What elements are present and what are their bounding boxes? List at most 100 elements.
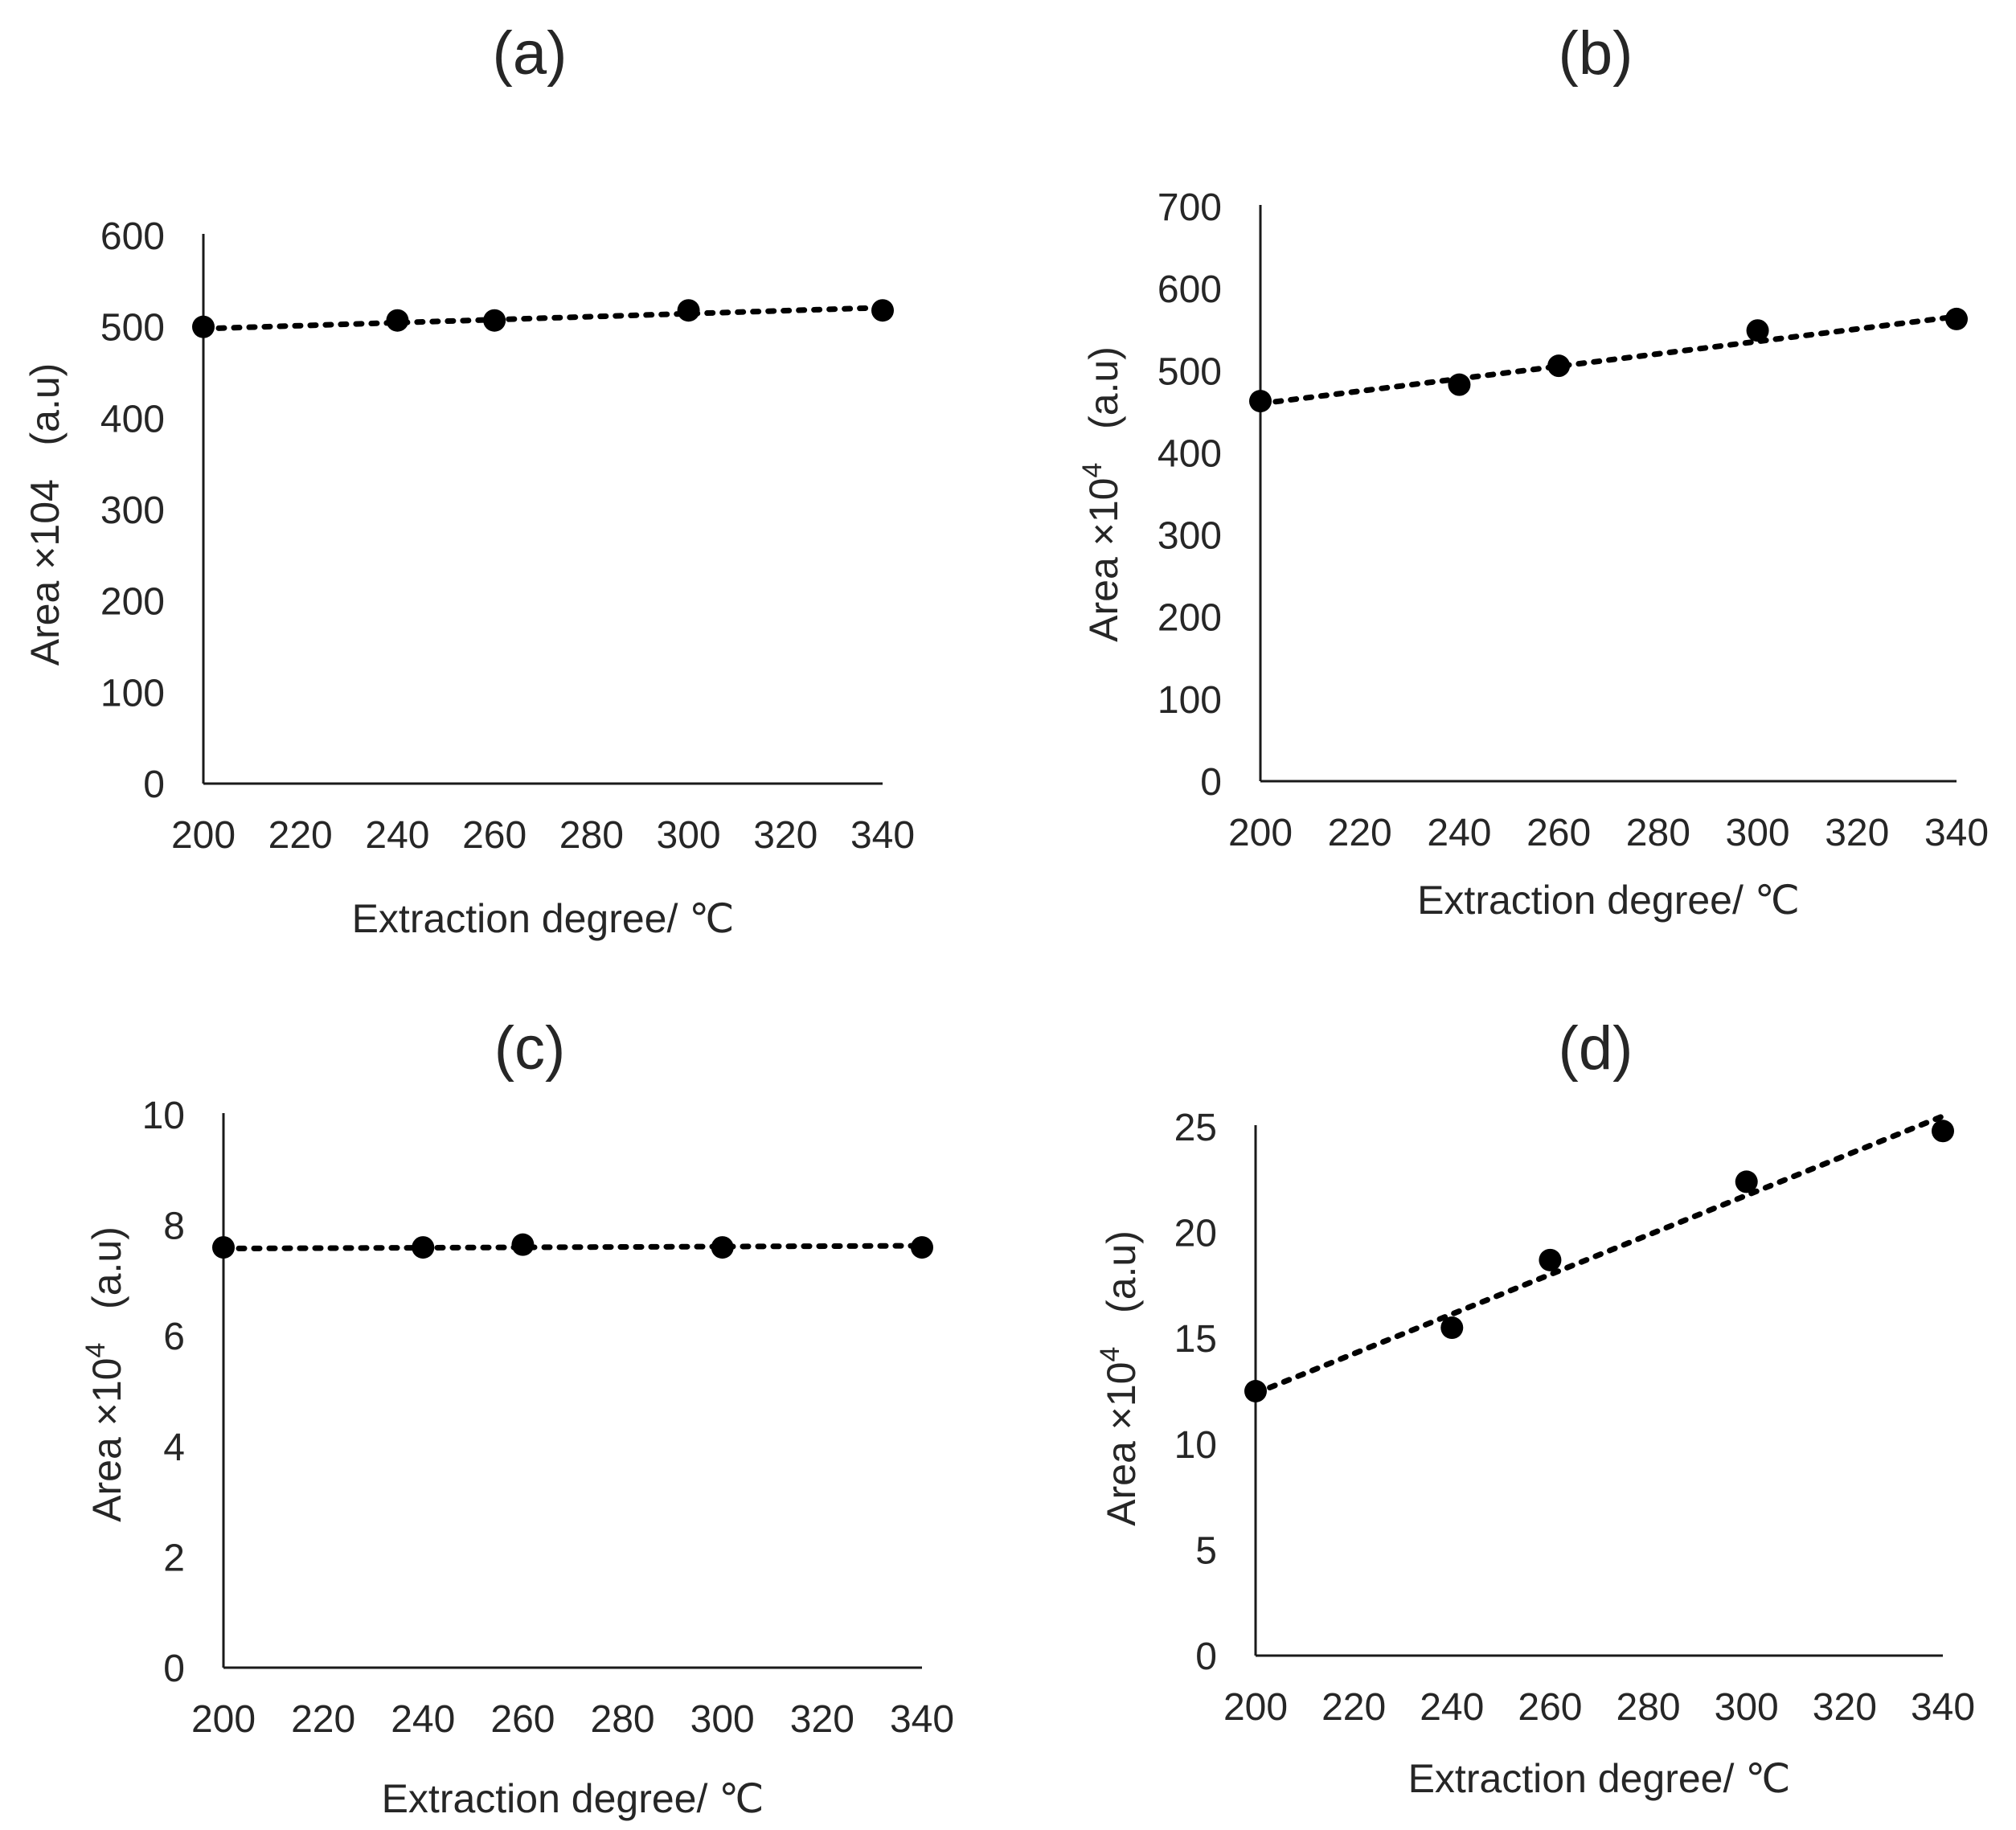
y-tick-label: 100 bbox=[1158, 679, 1222, 722]
x-tick-label: 340 bbox=[1911, 1686, 1975, 1729]
x-tick-label: 300 bbox=[690, 1698, 755, 1741]
y-tick-label: 400 bbox=[100, 398, 165, 440]
x-axis-label: Extraction degree/ ℃ bbox=[382, 1776, 764, 1821]
data-point bbox=[677, 299, 700, 322]
trendline bbox=[220, 1243, 925, 1251]
data-point bbox=[911, 1236, 933, 1259]
y-axis-label: Area ×104 (a.u) bbox=[1095, 1230, 1144, 1526]
data-point bbox=[871, 299, 894, 322]
y-tick-label: 600 bbox=[100, 215, 165, 258]
x-tick-label: 320 bbox=[1825, 812, 1889, 854]
y-tick-label: 700 bbox=[1158, 186, 1222, 229]
panel-title: (d) bbox=[1559, 1014, 1633, 1083]
y-tick-label: 20 bbox=[1174, 1213, 1217, 1255]
x-tick-label: 300 bbox=[657, 814, 721, 857]
x-axis-label: Extraction degree/ ℃ bbox=[1408, 1756, 1791, 1801]
x-tick-label: 220 bbox=[268, 814, 333, 857]
y-tick-label: 10 bbox=[1174, 1424, 1217, 1467]
data-point bbox=[1945, 307, 1968, 330]
data-point bbox=[1746, 319, 1769, 342]
y-axis-label: Area ×104 (a.u) bbox=[80, 1226, 129, 1522]
y-tick-label: 300 bbox=[100, 489, 165, 532]
x-tick-label: 340 bbox=[850, 814, 915, 857]
y-axis-label: Area ×104 (a.u) bbox=[1077, 346, 1126, 642]
x-axis-label: Extraction degree/ ℃ bbox=[352, 896, 735, 941]
x-tick-label: 220 bbox=[291, 1698, 355, 1741]
y-tick-label: 200 bbox=[100, 581, 165, 624]
x-tick-label: 260 bbox=[462, 814, 527, 857]
panel-a: (a) 0 100 200 300 400 500 600 200 220 240 260 280 300… bbox=[23, 19, 915, 941]
y-tick-label: 600 bbox=[1158, 268, 1222, 311]
y-tick-label: 0 bbox=[1195, 1636, 1217, 1678]
x-tick-label: 280 bbox=[591, 1698, 655, 1741]
y-tick-label: 8 bbox=[163, 1206, 185, 1248]
data-point bbox=[192, 315, 215, 338]
x-tick-label: 240 bbox=[1427, 812, 1491, 854]
panel-title: (b) bbox=[1559, 19, 1633, 88]
x-tick-label: 320 bbox=[790, 1698, 854, 1741]
x-tick-label: 200 bbox=[171, 814, 236, 857]
data-point bbox=[1539, 1248, 1562, 1271]
x-tick-label: 260 bbox=[1518, 1686, 1582, 1729]
x-tick-label: 200 bbox=[191, 1698, 256, 1741]
data-point bbox=[412, 1236, 435, 1259]
x-tick-label: 220 bbox=[1328, 812, 1392, 854]
x-tick-label: 240 bbox=[391, 1698, 455, 1741]
panel-title: (a) bbox=[493, 19, 568, 88]
x-tick-label: 320 bbox=[753, 814, 817, 857]
y-tick-label: 500 bbox=[1158, 350, 1222, 393]
panel-title: (c) bbox=[494, 1014, 566, 1083]
data-point bbox=[212, 1236, 235, 1259]
data-point bbox=[1547, 354, 1571, 378]
x-tick-label: 260 bbox=[1526, 812, 1591, 854]
y-tick-label: 5 bbox=[1195, 1529, 1217, 1572]
y-tick-label: 25 bbox=[1174, 1107, 1217, 1149]
data-point bbox=[1932, 1120, 1954, 1143]
data-point bbox=[1440, 1316, 1464, 1340]
x-tick-label: 300 bbox=[1715, 1686, 1779, 1729]
y-tick-label: 500 bbox=[100, 307, 165, 350]
data-point bbox=[711, 1236, 734, 1259]
x-tick-label: 240 bbox=[1420, 1686, 1484, 1729]
trendline bbox=[1257, 313, 1960, 407]
x-tick-label: 280 bbox=[1616, 1686, 1681, 1729]
x-tick-label: 320 bbox=[1813, 1686, 1877, 1729]
x-tick-label: 300 bbox=[1726, 812, 1790, 854]
y-tick-label: 300 bbox=[1158, 515, 1222, 558]
y-tick-label: 10 bbox=[142, 1095, 185, 1137]
data-point bbox=[1244, 1380, 1267, 1402]
y-tick-label: 0 bbox=[1200, 761, 1222, 804]
x-tick-label: 200 bbox=[1228, 812, 1293, 854]
y-axis-label: Area ×104 (a.u) bbox=[23, 363, 68, 666]
panel-b: (b) 0 100 200 300 400 500 600 700 200 220 240 260 280… bbox=[1077, 19, 1989, 923]
y-tick-label: 400 bbox=[1158, 432, 1222, 475]
x-tick-label: 280 bbox=[1626, 812, 1690, 854]
x-tick-label: 220 bbox=[1321, 1686, 1386, 1729]
y-tick-label: 6 bbox=[163, 1316, 185, 1358]
y-tick-label: 2 bbox=[163, 1537, 185, 1579]
x-axis-label: Extraction degree/ ℃ bbox=[1417, 878, 1800, 923]
data-point bbox=[1249, 390, 1272, 413]
data-point bbox=[511, 1233, 535, 1256]
x-tick-label: 340 bbox=[890, 1698, 954, 1741]
y-tick-label: 0 bbox=[163, 1648, 185, 1690]
x-tick-label: 200 bbox=[1223, 1686, 1288, 1729]
y-tick-label: 200 bbox=[1158, 597, 1222, 640]
x-tick-label: 240 bbox=[365, 814, 429, 857]
data-point bbox=[483, 309, 506, 332]
x-tick-label: 280 bbox=[559, 814, 624, 857]
x-tick-label: 260 bbox=[490, 1698, 555, 1741]
data-point bbox=[1735, 1170, 1758, 1193]
data-point bbox=[1448, 373, 1471, 396]
y-tick-label: 0 bbox=[143, 764, 165, 806]
y-tick-label: 4 bbox=[163, 1427, 185, 1469]
panel-c: (c) 0 2 4 6 8 10 200 220 240 260 280 300 320 340 Extrac… bbox=[80, 1014, 954, 1821]
y-tick-label: 100 bbox=[100, 672, 165, 714]
trendline bbox=[1252, 1113, 1946, 1397]
y-tick-label: 15 bbox=[1174, 1318, 1217, 1361]
panel-d: (d) 0 5 10 15 20 25 200 220 240 260 280 300 320 340 Ext… bbox=[1095, 1014, 1975, 1801]
x-tick-label: 340 bbox=[1924, 812, 1989, 854]
data-point bbox=[386, 309, 409, 332]
trendline bbox=[200, 305, 886, 332]
